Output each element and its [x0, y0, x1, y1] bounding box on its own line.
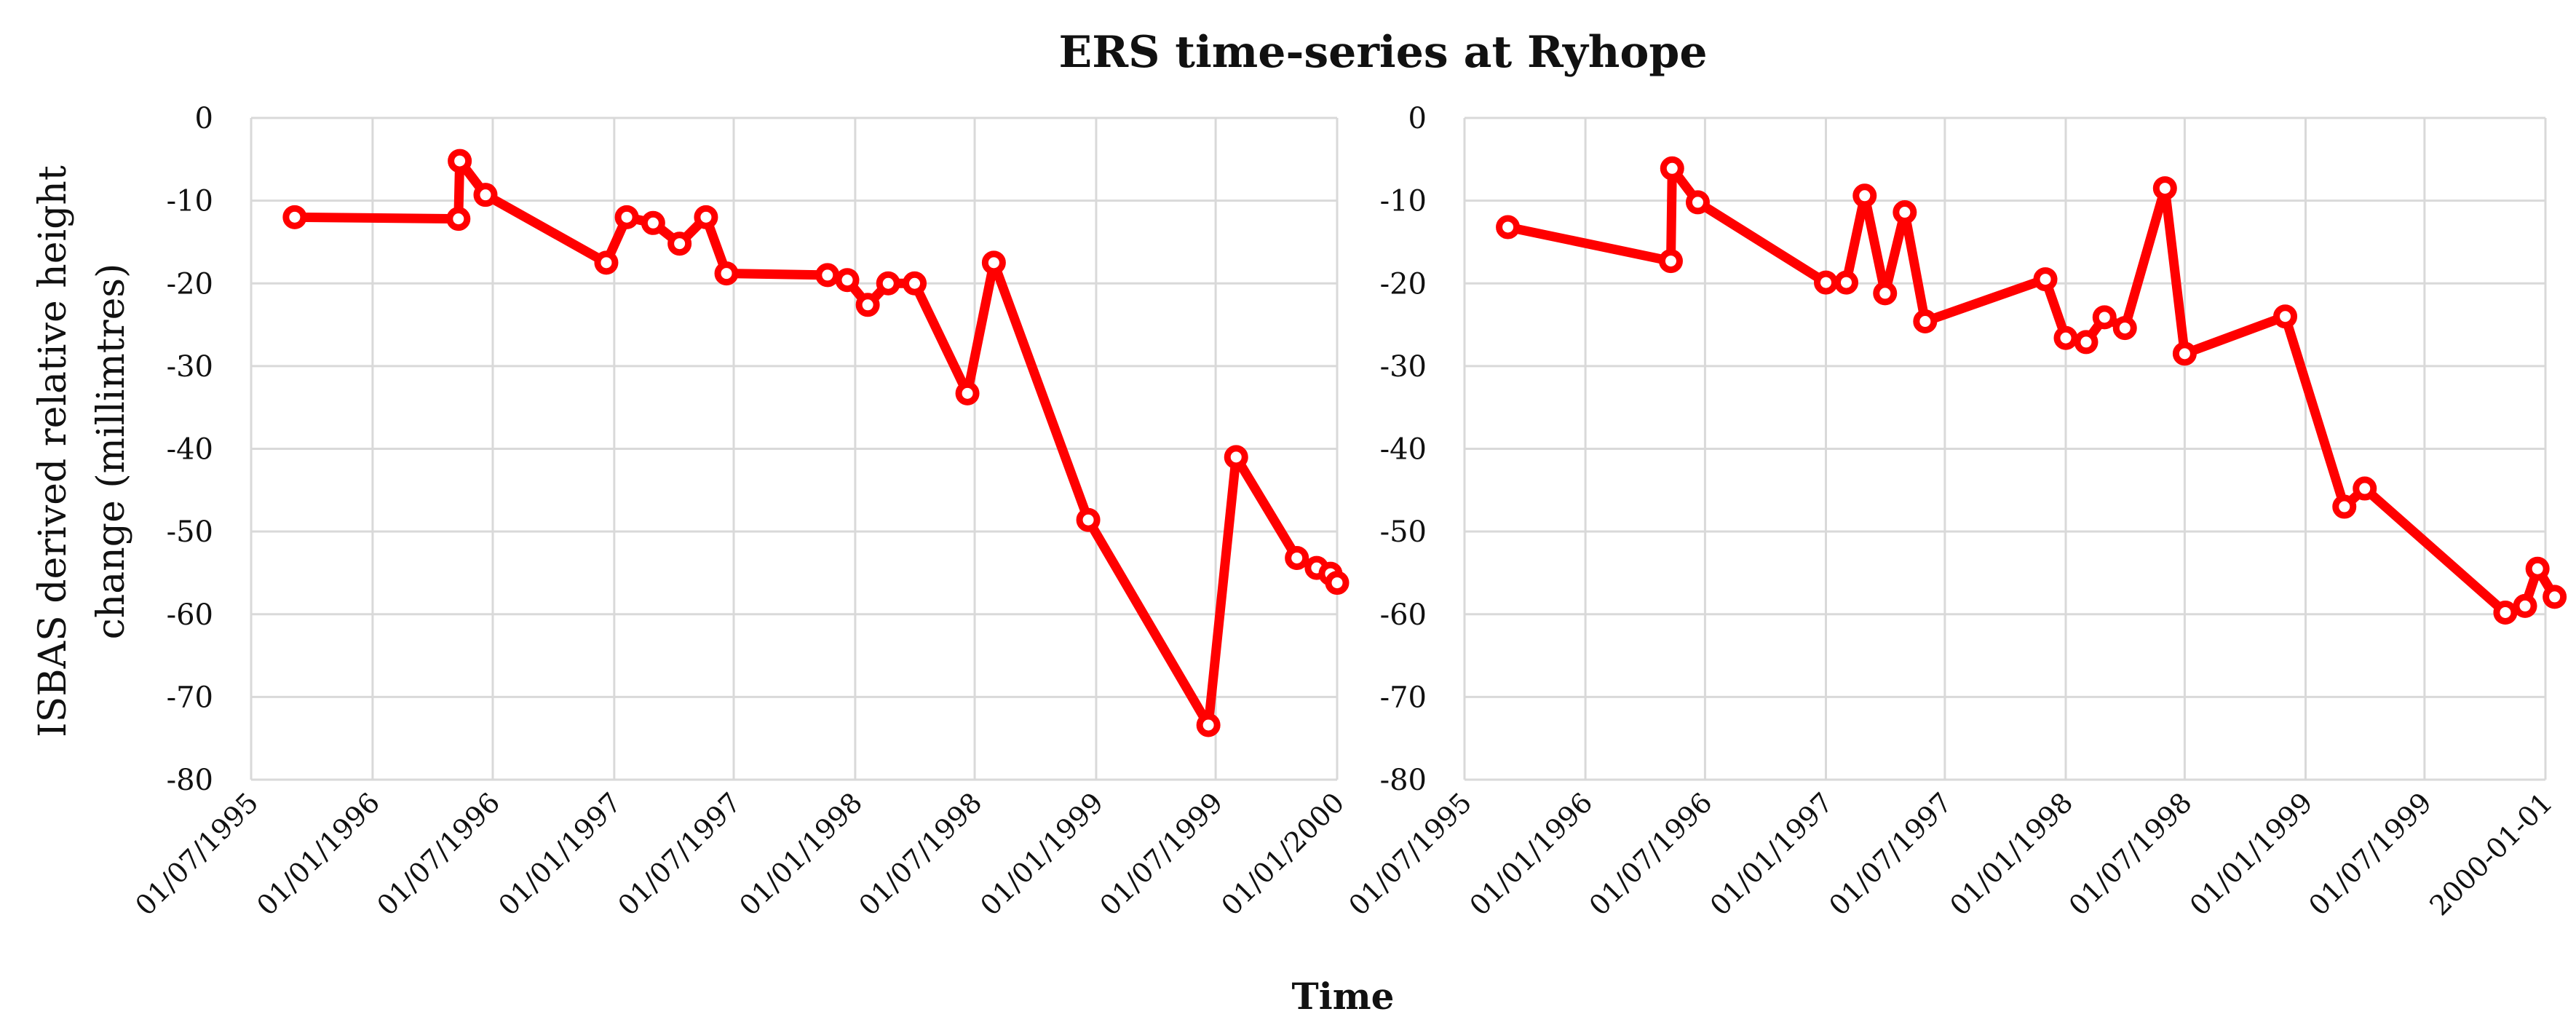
- data-point: [1224, 445, 1248, 470]
- data-point: [2525, 556, 2550, 581]
- data-point: [1893, 200, 1917, 225]
- y-tick-label: -60: [167, 598, 213, 632]
- data-point: [1834, 270, 1858, 295]
- data-point: [1076, 507, 1101, 532]
- data-point: [2074, 330, 2099, 355]
- data-point: [2092, 305, 2117, 330]
- x-tick-label: 01/07/1998: [852, 786, 988, 922]
- data-point: [1660, 156, 1684, 181]
- data-point: [2332, 494, 2357, 519]
- x-tick-label: 01/01/1997: [492, 786, 627, 922]
- x-tick-label: 01/07/1995: [1342, 786, 1478, 922]
- data-point: [835, 268, 860, 293]
- data-point: [2513, 593, 2537, 618]
- x-tick-label: 01/01/1996: [250, 786, 386, 922]
- data-point: [1852, 183, 1877, 208]
- y-tick-label: -20: [167, 267, 213, 301]
- data-point: [876, 271, 900, 296]
- data-point: [2172, 341, 2197, 366]
- data-point: [446, 207, 471, 231]
- y-tick-label: -40: [1380, 433, 1427, 467]
- x-tick-label: 01/01/1998: [733, 786, 868, 922]
- y-tick-label: -80: [167, 764, 213, 797]
- chart-panel-right: -80-70-60-50-40-30-20-10001/07/199501/01…: [1342, 102, 2567, 922]
- data-point: [903, 271, 927, 296]
- x-tick-label: 01/07/1998: [2063, 786, 2198, 922]
- y-tick-label: -80: [1380, 764, 1427, 797]
- data-point: [955, 381, 980, 405]
- y-tick-label: -10: [167, 185, 213, 218]
- y-tick-label: -50: [167, 515, 213, 549]
- y-tick-label: -70: [1380, 681, 1427, 714]
- data-point: [1658, 249, 1683, 274]
- x-tick-label: 01/01/1999: [974, 786, 1109, 922]
- y-tick-label: -10: [1380, 185, 1427, 218]
- y-tick-label: 0: [1408, 102, 1427, 135]
- y-tick-label: -50: [1380, 515, 1427, 549]
- data-point: [1196, 713, 1221, 737]
- y-tick-label: 0: [195, 102, 213, 135]
- x-tick-label: 2000-01-01: [2423, 786, 2559, 922]
- data-point: [2493, 600, 2518, 625]
- y-tick-label: -30: [167, 350, 213, 384]
- data-point: [282, 205, 307, 229]
- data-point: [2273, 304, 2298, 329]
- data-point: [1285, 545, 1309, 570]
- data-point: [815, 263, 840, 288]
- data-point: [1685, 190, 1710, 215]
- x-tick-label: 01/01/1998: [1943, 786, 2079, 922]
- data-point: [981, 250, 1006, 275]
- x-tick-label: 01/01/1999: [2184, 786, 2319, 922]
- data-point: [2053, 325, 2078, 350]
- x-tick-label: 01/01/2000: [1215, 786, 1350, 922]
- data-point: [714, 261, 739, 286]
- data-point: [2152, 176, 2177, 201]
- series-line: [1503, 163, 2560, 617]
- x-tick-label: 01/07/1995: [129, 786, 264, 922]
- data-point: [2543, 585, 2567, 609]
- x-tick-label: 01/07/1996: [1583, 786, 1719, 922]
- chart-panel-left: -80-70-60-50-40-30-20-10001/07/199501/01…: [129, 102, 1350, 922]
- data-point: [2112, 316, 2137, 341]
- x-tick-label: 01/07/1996: [370, 786, 506, 922]
- x-tick-label: 01/07/1999: [1093, 786, 1229, 922]
- data-point: [594, 250, 619, 275]
- data-point: [2353, 476, 2377, 501]
- data-point: [448, 149, 472, 173]
- data-point: [1814, 270, 1839, 295]
- data-point: [1496, 215, 1521, 240]
- data-point: [1873, 281, 1898, 306]
- data-point: [641, 210, 665, 235]
- x-tick-label: 01/01/1996: [1463, 786, 1598, 922]
- y-tick-label: -40: [167, 433, 213, 467]
- y-axis-title: ISBAS derived relative height change (mi…: [31, 165, 133, 737]
- x-tick-label: 01/07/1997: [611, 786, 747, 922]
- y-tick-label: -30: [1380, 350, 1427, 384]
- x-tick-label: 01/07/1997: [1823, 786, 1958, 922]
- y-axis-title-line-1: ISBAS derived relative height: [31, 165, 75, 737]
- data-point: [694, 205, 718, 229]
- data-point: [855, 293, 880, 317]
- data-point: [2033, 267, 2058, 292]
- chart-title: ERS time-series at Ryhope: [1058, 27, 1707, 78]
- y-axis-title-line-2: change (millimtres): [90, 264, 133, 640]
- data-point: [614, 205, 639, 229]
- x-tick-label: 01/01/1997: [1704, 786, 1839, 922]
- y-tick-label: -20: [1380, 267, 1427, 301]
- series-line: [290, 156, 1342, 730]
- x-tick-label: 01/07/1999: [2302, 786, 2438, 922]
- y-tick-label: -70: [167, 681, 213, 714]
- data-point: [473, 183, 498, 207]
- y-tick-label: -60: [1380, 598, 1427, 632]
- data-point: [1325, 571, 1350, 595]
- data-point: [667, 231, 692, 256]
- data-point: [1913, 309, 1938, 334]
- x-axis-title: Time: [1292, 975, 1395, 1018]
